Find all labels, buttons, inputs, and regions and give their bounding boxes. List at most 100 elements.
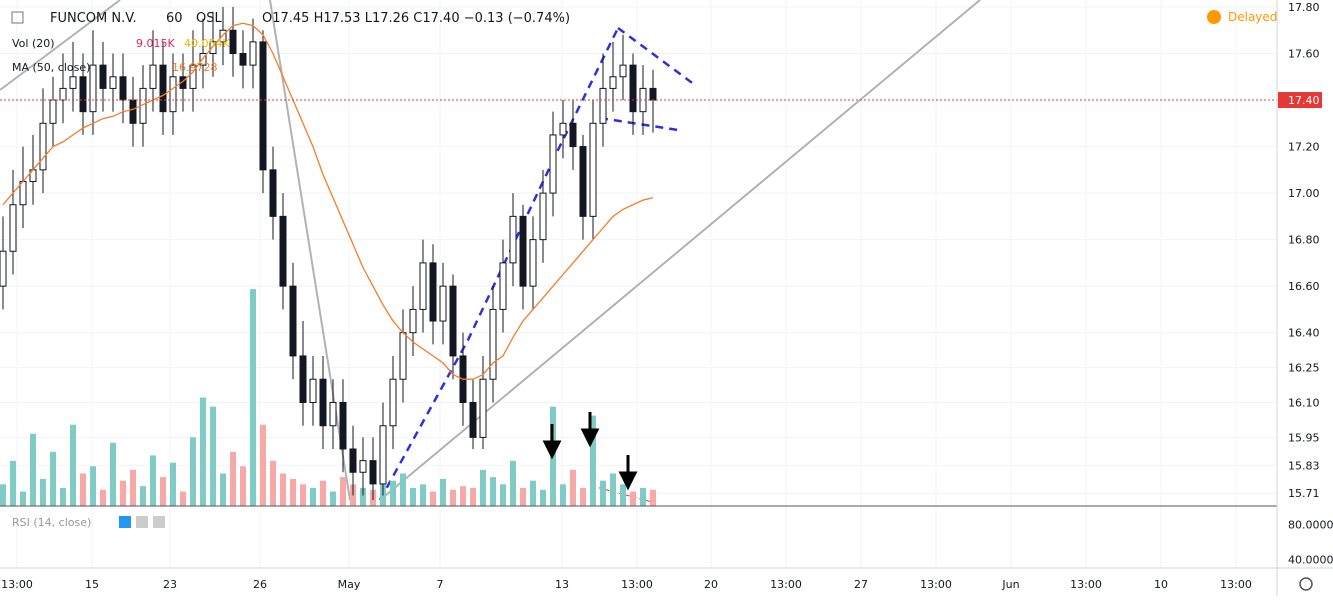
volume-bar <box>420 484 426 506</box>
candle-body <box>89 64 97 113</box>
interval: 60 <box>166 11 183 26</box>
volume-bar <box>110 442 116 506</box>
candle-body <box>549 134 557 194</box>
candle-body <box>199 53 207 66</box>
candle-body <box>489 308 497 380</box>
candle-body <box>109 76 117 89</box>
candle-body <box>509 215 517 264</box>
last-price-box <box>1278 92 1322 109</box>
volume-bar <box>520 487 526 506</box>
volume-bar <box>30 433 36 506</box>
x-tick-label: 13:00 <box>770 578 802 591</box>
ma-line <box>2 22 654 380</box>
x-tick-label: 10 <box>1154 578 1168 591</box>
volume-bar <box>270 460 276 506</box>
volume-bar <box>430 491 436 506</box>
volume-bar <box>620 484 626 506</box>
volume-bar <box>400 473 406 506</box>
y-tick-label: 15.71 <box>1288 487 1320 500</box>
volume-bar <box>70 424 76 506</box>
candle-body <box>589 122 597 217</box>
volume-bar <box>100 489 106 506</box>
candle-body <box>419 262 427 310</box>
volume-bar <box>180 491 186 506</box>
settings-gear[interactable] <box>1299 577 1313 591</box>
candle-body <box>249 41 257 66</box>
rsi-tick-label: 80.0000 <box>1288 519 1333 532</box>
visibility-button[interactable] <box>119 516 131 528</box>
x-tick-label: 13:00 <box>621 578 653 591</box>
volume-bar <box>590 415 596 506</box>
volume-bar <box>360 487 366 506</box>
volume-bar <box>470 487 476 506</box>
candle-body <box>569 122 577 148</box>
candle-body <box>619 64 627 78</box>
volume-bar <box>90 466 96 506</box>
volume-bar <box>310 487 316 506</box>
volume-bar <box>120 480 126 506</box>
y-tick-label: 17.20 <box>1288 141 1320 154</box>
candle-body <box>219 29 227 43</box>
volume-bar <box>230 451 236 506</box>
collapse-button[interactable] <box>11 11 24 24</box>
arrows <box>542 412 638 491</box>
volume-bar <box>130 469 136 506</box>
exchange: OSL <box>196 11 222 26</box>
volume-bar <box>540 489 546 506</box>
volume-bar <box>610 473 616 506</box>
remove-button[interactable] <box>153 516 165 528</box>
volume-bar <box>490 477 496 506</box>
y-tick-label: 17.00 <box>1288 187 1320 200</box>
volume-bar <box>440 478 446 506</box>
candle-body <box>559 122 567 136</box>
volume-bar <box>530 480 536 506</box>
candle-body <box>0 250 7 287</box>
candle-body <box>79 76 87 113</box>
y-tick-label: 16.40 <box>1288 327 1320 340</box>
candle-body <box>439 285 447 322</box>
y-tick-label: 15.95 <box>1288 431 1320 444</box>
y-tick-label: 17.60 <box>1288 48 1320 61</box>
candle-body <box>129 99 137 124</box>
volume-bar <box>260 424 266 506</box>
candle-body <box>289 285 297 357</box>
volume-bar <box>460 486 466 506</box>
candle-body <box>389 378 397 427</box>
y-tick-label: 16.80 <box>1288 234 1320 247</box>
last-price-label: 17.40 <box>1288 94 1320 107</box>
volume-bar <box>600 480 606 506</box>
volume-bar <box>220 473 226 506</box>
trendline <box>0 0 121 91</box>
volume-bar <box>20 491 26 506</box>
x-tick-label: 13:00 <box>1070 578 1102 591</box>
volume-bar <box>480 469 486 506</box>
candle-body <box>349 448 357 473</box>
x-tick-label: 20 <box>704 578 718 591</box>
delayed-status[interactable]: Delayed <box>1228 10 1277 24</box>
volume-bar <box>0 484 6 506</box>
symbol: FUNCOM N.V. <box>50 11 137 26</box>
volume-bar <box>140 486 146 506</box>
candle-body <box>609 76 617 89</box>
candle-body <box>449 285 457 357</box>
candle-body <box>159 64 167 113</box>
volume-bar <box>280 473 286 506</box>
volume-bar <box>650 489 656 506</box>
candle-body <box>429 262 437 322</box>
x-tick-label: 27 <box>854 578 868 591</box>
settings-button[interactable] <box>136 516 148 528</box>
candle-body <box>529 239 537 287</box>
volume-bar <box>290 478 296 506</box>
pennant-line <box>617 26 696 87</box>
volume-bar <box>640 487 646 506</box>
candle-body <box>309 378 317 403</box>
volume-bar <box>510 460 516 506</box>
volume-bar <box>450 489 456 506</box>
x-tick-label: 15 <box>85 578 99 591</box>
quote: O17.45 H17.53 L17.26 C17.40 −0.13 (−0.74… <box>262 11 570 26</box>
ma-value: 16.9728 <box>172 61 218 74</box>
trendline <box>269 0 351 501</box>
candle-body <box>369 460 377 485</box>
